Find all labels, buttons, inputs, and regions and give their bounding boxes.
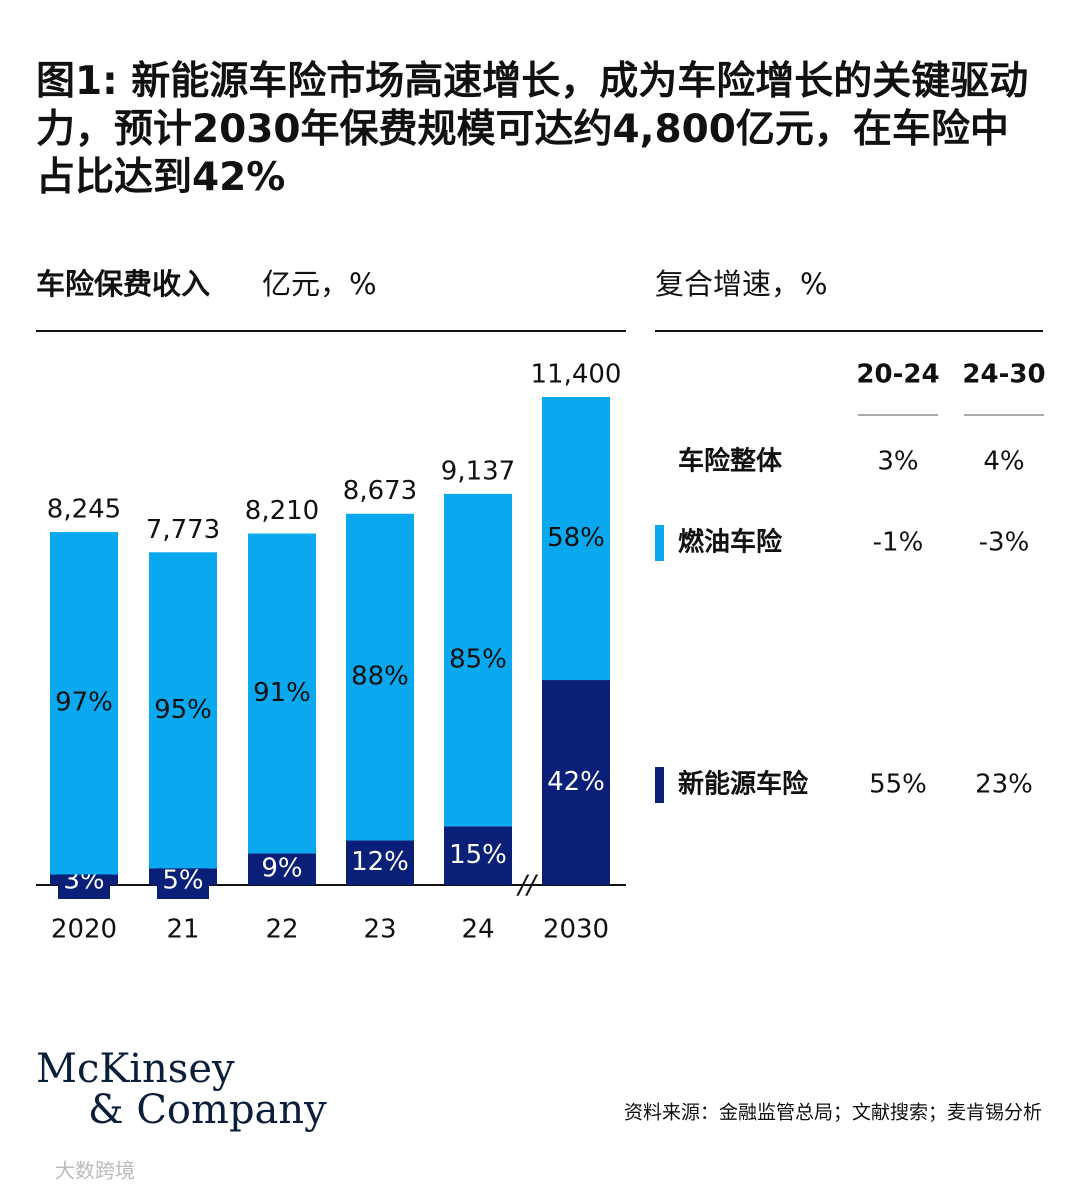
cagr-value: 23% [975,770,1033,800]
row-label: 新能源车险 [678,769,809,800]
label-box [157,863,209,899]
total-label: 8,673 [343,476,417,506]
bar-segment [346,513,414,841]
x-tick-label: 2020 [51,915,117,945]
bar-segment [248,853,316,885]
x-tick-label: 24 [461,915,494,945]
axis-break: // [516,871,539,901]
column-header: 20-24 [856,360,939,390]
unit: 亿元，% [262,267,377,301]
x-tick-label: 23 [363,915,396,945]
bar-segment [542,397,610,681]
logo: McKinsey [36,1046,235,1092]
segment-label: 95% [154,695,212,725]
row-label: 车险整体 [678,446,783,477]
segment-label: 42% [547,767,605,797]
x-tick-label: 22 [265,915,298,945]
segment-label: 58% [547,523,605,553]
segment-label: 88% [351,662,409,692]
logo: & Company [88,1087,327,1133]
cagr-value: -1% [873,528,924,558]
segment-label: 5% [162,866,203,896]
bar-segment [149,552,217,869]
bar-segment [248,533,316,854]
segment-label: 15% [449,840,507,870]
column-header: 24-30 [962,360,1045,390]
source: 资料来源：金融监管总局；文献搜索；麦肯锡分析 [624,1102,1042,1124]
segment-label: 91% [253,678,311,708]
bar-segment [444,826,512,885]
x-tick-label: 21 [166,915,199,945]
bar-segment [50,532,118,875]
total-label: 8,245 [47,495,121,525]
watermark: 大数跨境 [55,1159,135,1183]
cagr-value: 55% [869,770,927,800]
total-label: 11,400 [531,360,622,390]
cagr-value: 3% [877,447,918,477]
bar-segment [444,493,512,827]
segment-label: 85% [449,645,507,675]
subtitle: 车险保费收入 [36,267,210,301]
bar-segment [542,680,610,885]
segment-label: 12% [351,847,409,877]
cagr-value: -3% [979,528,1030,558]
total-label: 7,773 [146,515,220,545]
cagr-value: 4% [983,447,1024,477]
row-label: 燃油车险 [678,527,783,558]
legend-marker [655,525,664,561]
chart-title: 图1: 新能源车险市场高速增长，成为车险增长的关键驱动力，预计2030年保费规模… [36,59,1029,200]
bar-segment [346,840,414,885]
cagr-title: 复合增速，% [655,267,828,301]
legend-marker [655,767,664,803]
title-box: 图1: 新能源车险市场高速增长，成为车险增长的关键驱动力，预计2030年保费规模… [36,59,1029,200]
segment-label: 97% [55,688,113,718]
total-label: 9,137 [441,456,515,486]
segment-label: 9% [261,854,302,884]
total-label: 8,210 [245,496,319,526]
x-tick-label: 2030 [543,915,609,945]
